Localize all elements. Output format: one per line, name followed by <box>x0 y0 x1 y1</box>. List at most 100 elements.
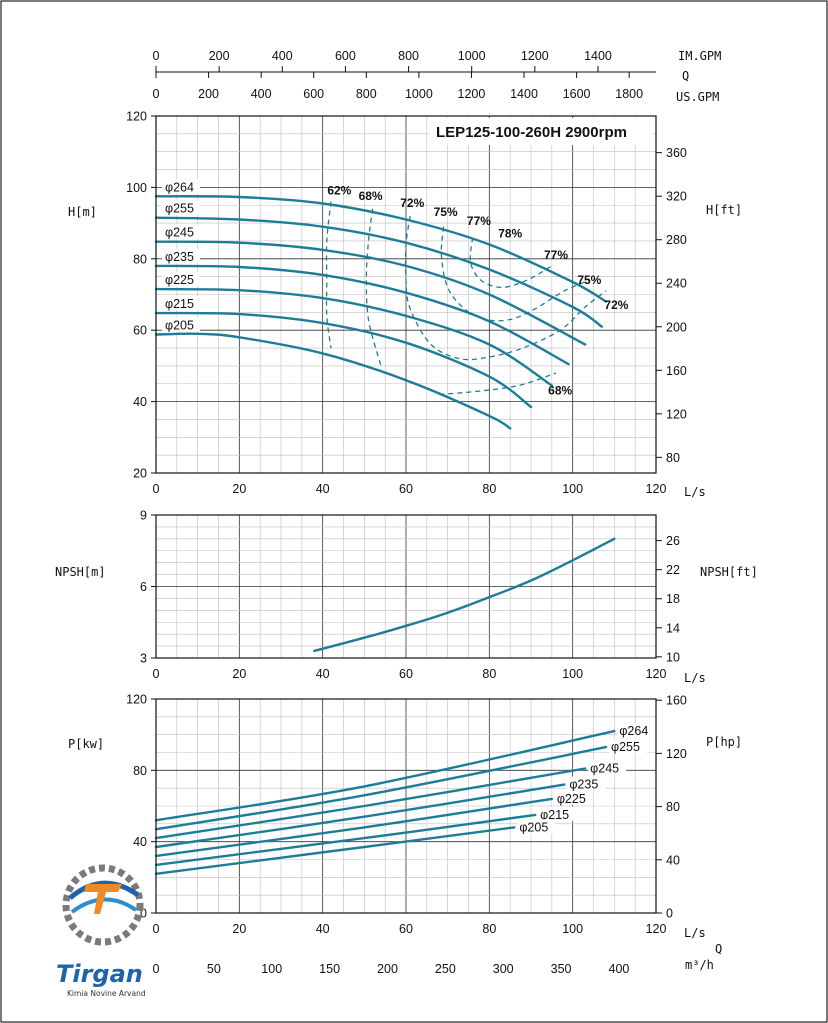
m3h-axis-ticks: 0 50 100 150 200 250 300 350 400 <box>153 962 630 976</box>
diameter-label: φ215 <box>165 297 194 311</box>
head-curve <box>154 216 603 328</box>
y-right-tick-label: 14 <box>666 621 680 635</box>
m3h-tick-label: 250 <box>435 962 456 976</box>
y-right-tick-label: 360 <box>666 146 687 160</box>
curve-label-bg <box>609 739 647 754</box>
head-ticks: 20 40 60 80 100 120 80 120 160 200 240 280 320 360 0 20… <box>126 110 687 497</box>
y-tick-label: 80 <box>133 252 147 266</box>
npsh-curve <box>313 537 616 653</box>
imp-gpm-label: IM.GPM <box>678 49 721 63</box>
y-right-tick-label: 240 <box>666 277 687 291</box>
wave-icon <box>70 897 138 914</box>
head-panel: 20 40 60 80 100 120 80 120 160 200 240 280 320 360 0 20… <box>68 110 742 500</box>
m3h-tick-label: 400 <box>609 962 630 976</box>
power-plot-border <box>155 698 657 914</box>
diameter-label: φ205 <box>165 318 194 332</box>
y-right-tick-label: 80 <box>666 800 680 814</box>
curve-label-bg <box>162 296 200 311</box>
diameter-label: φ264 <box>165 180 194 194</box>
us-gpm-tick-label: 400 <box>251 87 272 101</box>
imp-gpm-tick-label: 1000 <box>458 49 486 63</box>
head-plot-border <box>155 115 657 474</box>
y-right-tick-label: 320 <box>666 190 687 204</box>
x-tick-label: 0 <box>153 667 160 681</box>
head-y-label: H[m] <box>68 205 97 219</box>
x-tick-label: 40 <box>316 482 330 496</box>
efficiency-contour <box>439 372 557 396</box>
head-curve <box>154 195 608 303</box>
y-right-tick-label: 26 <box>666 534 680 548</box>
us-gpm-tick-label: 200 <box>198 87 219 101</box>
us-gpm-ticks: 0 200 400 600 800 1000 1200 1400 1600 1800 <box>153 72 643 101</box>
x-tick-label: 100 <box>562 922 583 936</box>
imp-gpm-tick-label: 1200 <box>521 49 549 63</box>
power-y-label: P[kw] <box>68 737 104 751</box>
m3h-tick-label: 50 <box>207 962 221 976</box>
y-right-tick-label: 10 <box>666 650 680 664</box>
curve-label-bg <box>162 248 200 263</box>
y-tick-label: 40 <box>133 395 147 409</box>
curve-label-bg <box>162 272 200 287</box>
diameter-label: φ255 <box>165 202 194 216</box>
power-diameter-label: φ255 <box>611 740 640 754</box>
power-curve <box>154 767 587 840</box>
efficiency-label: 72% <box>400 196 424 210</box>
y-tick-label: 9 <box>140 509 147 523</box>
power-curve <box>154 826 516 875</box>
power-diameter-label: φ215 <box>540 808 569 822</box>
diameter-label: φ225 <box>165 273 194 287</box>
x-tick-label: 60 <box>399 482 413 496</box>
y-right-tick-label: 18 <box>666 592 680 606</box>
y-tick-label: 80 <box>133 764 147 778</box>
efficiency-contour <box>404 215 607 361</box>
x-tick-label: 60 <box>399 922 413 936</box>
curve-label-bg <box>162 317 200 332</box>
swoosh-icon <box>68 880 140 900</box>
us-gpm-tick-label: 1600 <box>563 87 591 101</box>
us-gpm-tick-label: 1800 <box>615 87 643 101</box>
y-right-tick-label: 160 <box>666 694 687 708</box>
m3h-label: m³/h <box>685 958 714 972</box>
efficiency-contour <box>469 237 553 289</box>
imp-gpm-tick-label: 0 <box>153 49 160 63</box>
npsh-ticks: 3 6 9 10 14 18 22 26 0 20 40 60 80 100 120 <box>140 509 680 682</box>
x-tick-label: 0 <box>153 482 160 496</box>
head-curve <box>154 332 512 430</box>
npsh-panel: 3 6 9 10 14 18 22 26 0 20 40 60 80 100 120 NPSH[m] NPS… <box>55 509 758 686</box>
x-tick-label: 100 <box>562 667 583 681</box>
top-q-symbol: Q <box>682 69 689 83</box>
y-right-tick-label: 80 <box>666 451 680 465</box>
y-right-tick-label: 160 <box>666 364 687 378</box>
x-tick-label: 20 <box>232 667 246 681</box>
curve-label-bg <box>162 179 200 194</box>
efficiency-label: 77% <box>467 214 491 228</box>
x-tick-label: 20 <box>232 922 246 936</box>
title-box <box>430 118 653 145</box>
t-mark-icon <box>84 884 122 914</box>
us-gpm-tick-label: 0 <box>153 87 160 101</box>
power-grid <box>155 698 657 914</box>
curve-label-bg <box>617 723 656 738</box>
top-flow-axes: 0 200 400 600 800 1000 1200 1400 0 200 400 600 800 1… <box>153 49 722 104</box>
head-curve-labels: φ264 φ255 φ245 φ235 φ225 φ215 φ205 <box>162 179 200 332</box>
x-tick-label: 80 <box>482 482 496 496</box>
efficiency-label: 62% <box>327 184 351 198</box>
y-right-tick-label: 120 <box>666 407 687 421</box>
y-right-tick-label: 200 <box>666 320 687 334</box>
chart-title: LEP125-100-260H 2900rpm <box>436 124 627 141</box>
us-gpm-tick-label: 1400 <box>510 87 538 101</box>
gear-icon <box>62 864 144 946</box>
power-diameter-label: φ235 <box>569 778 598 792</box>
npsh-plot-border <box>155 514 657 659</box>
y-tick-label: 120 <box>126 110 147 124</box>
logo-tagline: Kimia Novine Arvand <box>67 989 146 998</box>
y-right-tick-label: 0 <box>666 907 673 921</box>
power-curve <box>154 729 616 822</box>
us-gpm-tick-label: 800 <box>356 87 377 101</box>
y-right-tick-label: 280 <box>666 233 687 247</box>
